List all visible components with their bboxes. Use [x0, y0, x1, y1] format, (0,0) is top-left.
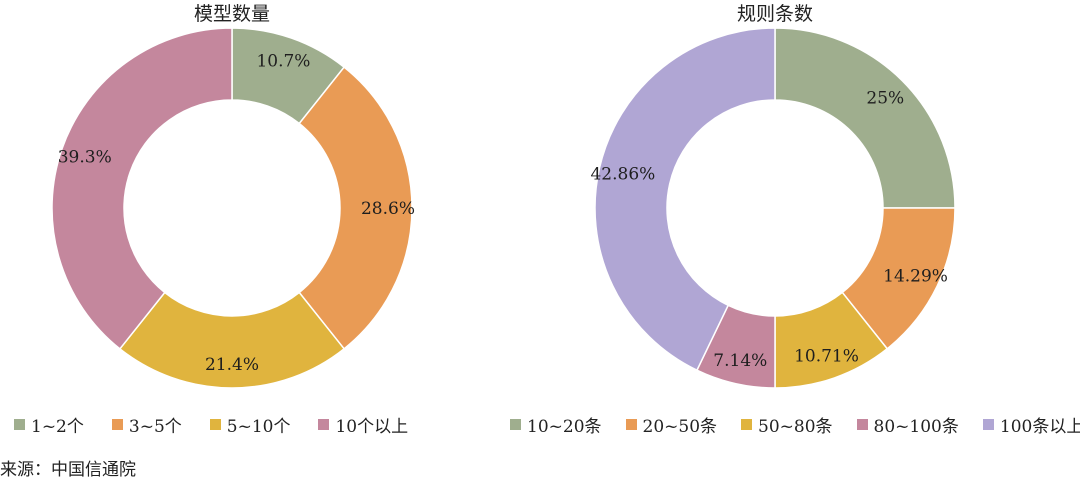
legend-model-count: 1~2个 3~5个 5~10个 10个以上	[14, 412, 436, 437]
legend-item: 20~50条	[625, 412, 718, 437]
legend-swatch	[209, 419, 221, 430]
slice-value-label: 10.7%	[256, 52, 310, 72]
legend-item: 5~10个	[209, 412, 291, 437]
legend-label: 3~5个	[128, 417, 182, 437]
chart-title-rule-count: 规则条数	[737, 3, 813, 25]
legend-item: 80~100条	[856, 412, 959, 437]
slice-value-label: 39.3%	[58, 148, 112, 168]
slice-value-label: 28.6%	[361, 199, 415, 219]
slice-value-label: 42.86%	[590, 164, 655, 184]
legend-label: 100条以上	[999, 417, 1080, 437]
legend-label: 10个以上	[335, 417, 409, 437]
legend-item: 50~80条	[741, 412, 833, 437]
slice-value-label: 7.14%	[713, 351, 767, 371]
legend-item: 3~5个	[111, 412, 182, 437]
slice-value-label: 21.4%	[205, 355, 259, 375]
legend-swatch	[856, 419, 868, 430]
slice-value-label: 14.29%	[883, 267, 948, 287]
legend-label: 5~10个	[226, 417, 291, 437]
legend-label: 20~50条	[642, 417, 718, 437]
legend-rule-count: 10~20条 20~50条 50~80条 80~100条 100条以上	[510, 412, 1080, 437]
legend-swatch	[14, 419, 25, 430]
donut-slice	[774, 27, 956, 209]
legend-swatch	[318, 419, 330, 430]
legend-item: 10个以上	[318, 412, 408, 437]
donut-slice	[51, 27, 233, 350]
donut-slice	[118, 291, 346, 389]
legend-item: 100条以上	[982, 412, 1080, 437]
legend-label: 80~100条	[873, 417, 959, 437]
legend-swatch	[982, 419, 994, 430]
legend-label: 10~20条	[527, 417, 602, 437]
chart-title-model-count: 模型数量	[194, 3, 270, 25]
legend-label: 50~80条	[758, 417, 833, 437]
legend-item: 10~20条	[510, 412, 602, 437]
legend-swatch	[625, 419, 637, 430]
slice-value-label: 25%	[866, 89, 904, 109]
legend-item: 1~2个	[14, 412, 84, 437]
donut-chart-model-count: 10.7% 28.6% 21.4% 39.3%	[51, 27, 415, 389]
donut-chart-rule-count: 25% 14.29% 10.71% 7.14% 42.86%	[590, 27, 956, 389]
legend-swatch	[741, 419, 753, 430]
legend-swatch	[510, 419, 521, 430]
legend-swatch	[111, 419, 123, 430]
donut-slice	[298, 66, 413, 350]
legend-label: 1~2个	[31, 417, 84, 437]
source-note: 来源：中国信通院	[0, 460, 136, 480]
slice-value-label: 10.71%	[794, 346, 859, 366]
donut-slice	[594, 27, 776, 372]
